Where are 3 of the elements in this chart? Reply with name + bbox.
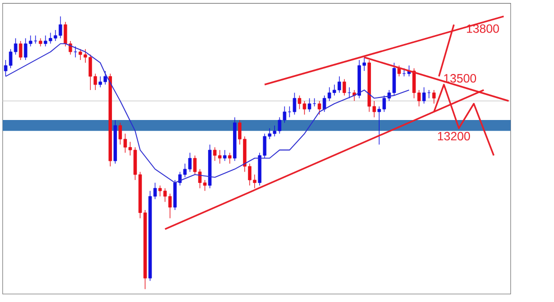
annotation: 13800 — [466, 24, 499, 33]
annotation: 13500 — [444, 74, 476, 83]
annotation: 13200 — [438, 132, 470, 140]
